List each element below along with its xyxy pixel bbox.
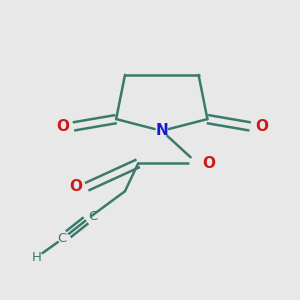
Text: O: O: [202, 156, 215, 171]
Text: H: H: [32, 251, 42, 264]
Text: C: C: [57, 232, 66, 245]
Text: C: C: [88, 210, 97, 223]
Text: O: O: [56, 119, 69, 134]
Text: O: O: [69, 179, 82, 194]
Text: O: O: [255, 119, 268, 134]
Text: N: N: [155, 123, 168, 138]
